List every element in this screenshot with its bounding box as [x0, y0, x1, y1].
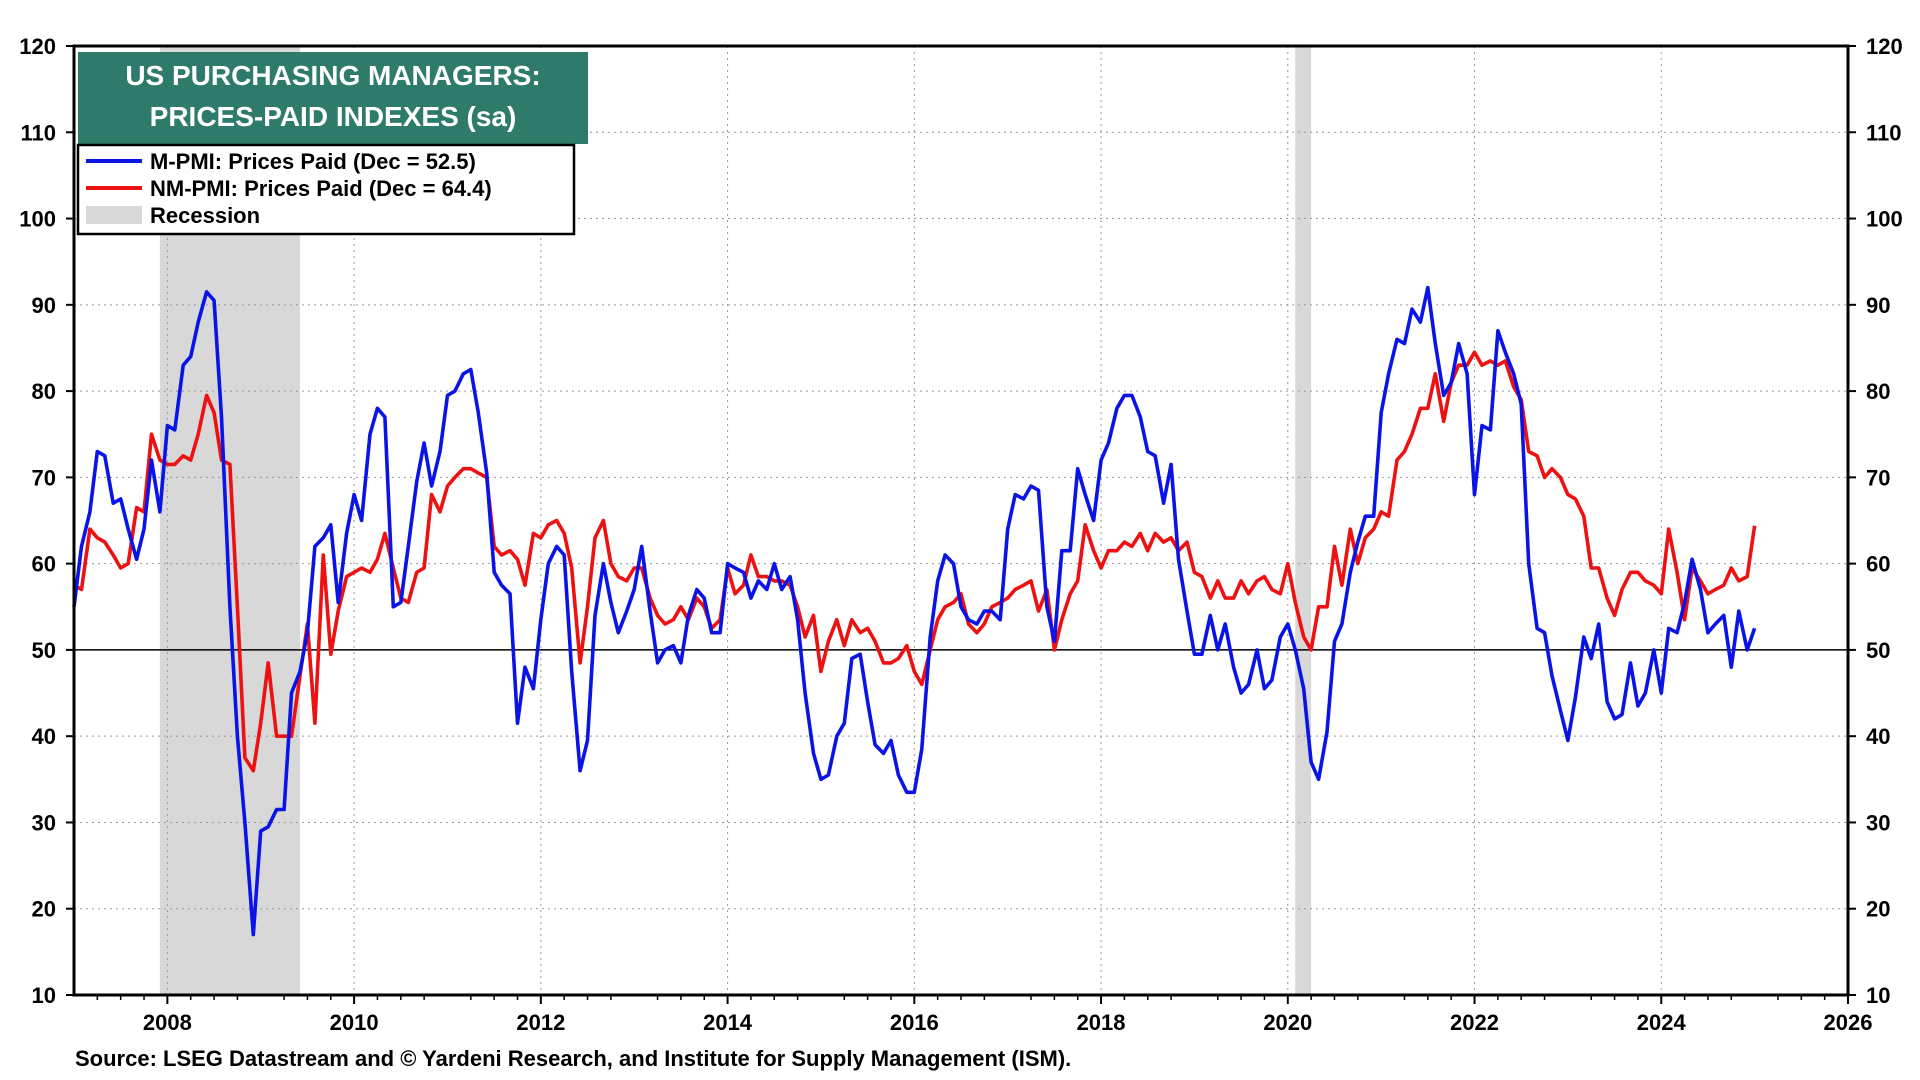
legend: M-PMI: Prices Paid (Dec = 52.5) NM-PMI: … — [76, 143, 576, 236]
series-line-mpmi — [72, 285, 1757, 937]
ytick-label-right-10: 10 — [1866, 983, 1890, 1008]
ytick-label-right-90: 90 — [1866, 293, 1890, 318]
ytick-label-right-20: 20 — [1866, 897, 1890, 922]
ytick-label-left-100: 100 — [19, 207, 56, 232]
ytick-label-right-40: 40 — [1866, 724, 1890, 749]
xtick-label-2026: 2026 — [1824, 1010, 1873, 1035]
ytick-label-left-40: 40 — [32, 724, 56, 749]
series-lines — [72, 285, 1757, 937]
ytick-label-left-10: 10 — [32, 983, 56, 1008]
ytick-label-left-30: 30 — [32, 810, 56, 835]
chart-title: US PURCHASING MANAGERS: — [125, 60, 540, 91]
ytick-label-left-60: 60 — [32, 552, 56, 577]
xtick-label-2024: 2024 — [1637, 1010, 1687, 1035]
xtick-label-2016: 2016 — [890, 1010, 939, 1035]
xtick-label-2008: 2008 — [143, 1010, 192, 1035]
legend-label-recession: Recession — [150, 203, 260, 228]
xtick-label-2014: 2014 — [703, 1010, 753, 1035]
ytick-label-left-50: 50 — [32, 638, 56, 663]
xtick-label-2012: 2012 — [516, 1010, 565, 1035]
xtick-label-2010: 2010 — [330, 1010, 379, 1035]
chart-subtitle: PRICES-PAID INDEXES (sa) — [150, 101, 517, 132]
chart-title-box: US PURCHASING MANAGERS: PRICES-PAID INDE… — [78, 52, 588, 144]
ytick-label-left-80: 80 — [32, 379, 56, 404]
xtick-label-2020: 2020 — [1263, 1010, 1312, 1035]
source-note: Source: LSEG Datastream and © Yardeni Re… — [75, 1046, 1071, 1071]
ytick-label-right-30: 30 — [1866, 810, 1890, 835]
ytick-label-left-20: 20 — [32, 897, 56, 922]
ytick-label-left-90: 90 — [32, 293, 56, 318]
legend-swatch-recession — [86, 206, 142, 224]
ytick-label-right-100: 100 — [1866, 207, 1903, 232]
ytick-label-right-80: 80 — [1866, 379, 1890, 404]
ytick-label-right-50: 50 — [1866, 638, 1890, 663]
legend-label-mpmi: M-PMI: Prices Paid (Dec = 52.5) — [150, 149, 476, 174]
ytick-label-left-110: 110 — [21, 120, 57, 145]
ytick-label-left-120: 120 — [19, 34, 56, 59]
ytick-label-right-70: 70 — [1866, 465, 1890, 490]
ytick-label-right-120: 120 — [1866, 34, 1903, 59]
ytick-label-right-60: 60 — [1866, 552, 1890, 577]
ytick-label-right-110: 110 — [1866, 120, 1902, 145]
ytick-label-left-70: 70 — [32, 465, 56, 490]
xtick-label-2022: 2022 — [1450, 1010, 1499, 1035]
series-line-nmpmi — [73, 350, 1757, 773]
xtick-label-2018: 2018 — [1077, 1010, 1126, 1035]
recession-band-1 — [1295, 46, 1312, 995]
legend-label-nmpmi: NM-PMI: Prices Paid (Dec = 64.4) — [150, 176, 492, 201]
